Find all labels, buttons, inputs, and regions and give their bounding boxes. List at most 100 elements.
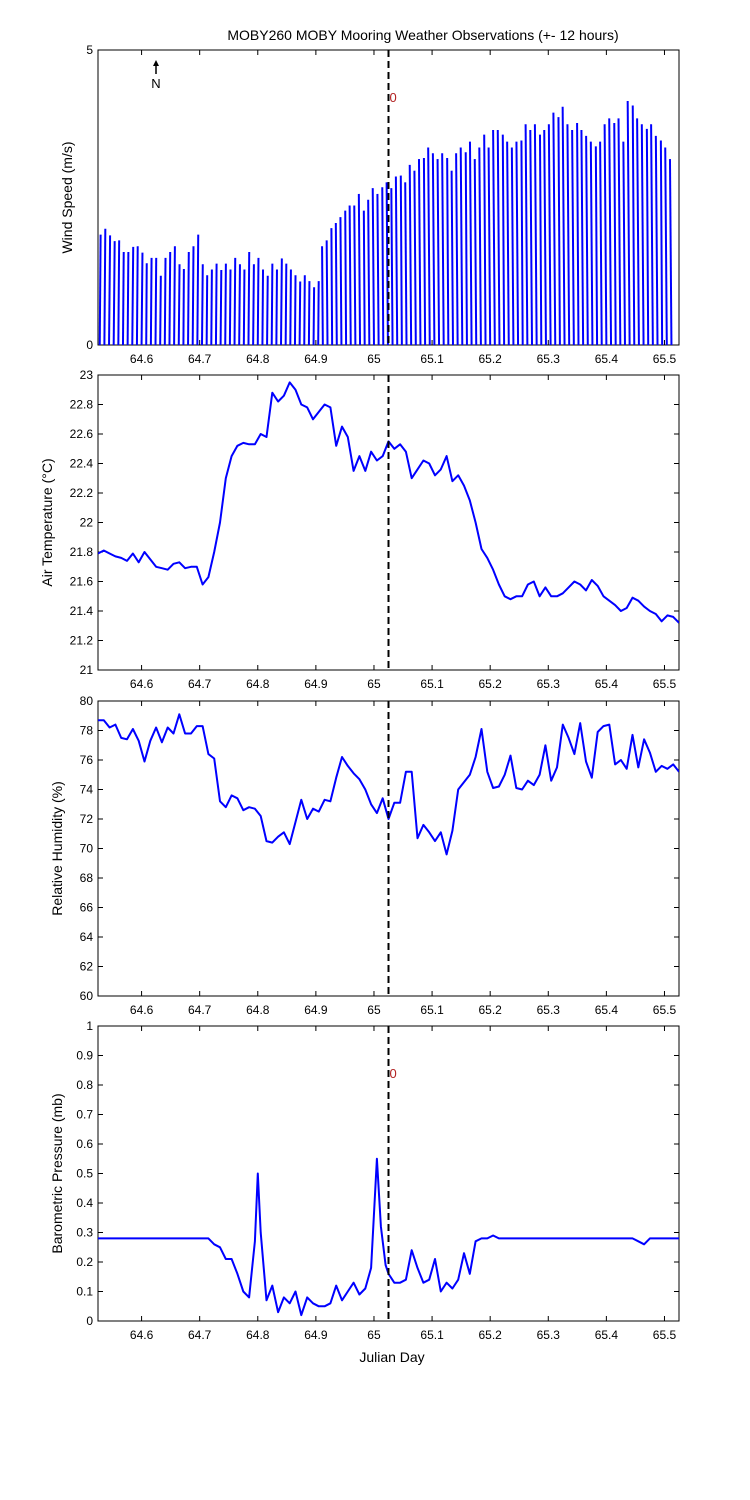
y-tick-label: 0.3 xyxy=(76,1226,93,1240)
wind-stick xyxy=(645,128,650,345)
wind-stick xyxy=(252,264,255,345)
x-axis-label: Julian Day xyxy=(359,1349,424,1365)
north-arrowhead-icon xyxy=(153,60,159,66)
y-axis-label-relative-humidity: Relative Humidity (%) xyxy=(49,781,65,916)
wind-stick xyxy=(293,275,297,345)
wind-stick xyxy=(561,106,566,345)
y-axis-label-air-temperature: Air Temperature (°C) xyxy=(39,458,55,586)
wind-stick xyxy=(431,153,436,345)
wind-stick xyxy=(408,164,413,345)
y-tick-label: 0.6 xyxy=(76,1137,93,1151)
y-tick-label: 0.9 xyxy=(76,1049,93,1063)
wind-stick xyxy=(631,105,636,345)
wind-stick xyxy=(566,124,571,345)
wind-stick xyxy=(339,217,343,345)
x-tick-label: 65.5 xyxy=(653,677,677,691)
wind-stick xyxy=(381,187,385,345)
y-tick-label: 60 xyxy=(80,989,94,1003)
wind-stick xyxy=(191,246,195,345)
x-tick-label: 65.3 xyxy=(537,1003,561,1017)
wind-stick xyxy=(394,176,399,345)
x-tick-label: 64.7 xyxy=(188,1328,212,1342)
x-tick-label: 65.5 xyxy=(653,1328,677,1342)
y-tick-label: 68 xyxy=(80,871,94,885)
wind-stick xyxy=(154,257,158,345)
wind-stick xyxy=(668,159,673,345)
x-tick-label: 65.5 xyxy=(653,1003,677,1017)
y-tick-label: 62 xyxy=(80,960,94,974)
panels: 64.6 64.7 64.8 64.9 65 65.1 65.2 65.3 65.4 65.5 0 5… xyxy=(39,43,680,1342)
wind-stick xyxy=(594,146,599,345)
x-tick-label: 64.9 xyxy=(304,677,328,691)
wind-stick xyxy=(399,175,403,345)
wind-stick xyxy=(219,269,223,345)
x-tick-label: 64.8 xyxy=(246,677,270,691)
y-tick-label: 70 xyxy=(80,842,94,856)
wind-stick xyxy=(238,264,241,345)
wind-stick xyxy=(390,188,394,345)
y-tick-label: 22.2 xyxy=(70,486,94,500)
y-tick-label: 5 xyxy=(86,43,93,57)
y-tick-label: 78 xyxy=(80,724,94,738)
wind-stick xyxy=(321,246,324,345)
y-tick-label: 0 xyxy=(86,338,93,352)
wind-stick xyxy=(580,130,585,345)
wind-stick xyxy=(196,234,200,345)
y-tick-label: 0.8 xyxy=(76,1078,93,1092)
x-tick-label: 65.1 xyxy=(420,1328,444,1342)
wind-stick xyxy=(543,130,547,345)
wind-stick xyxy=(98,234,102,345)
y-tick-label: 0.5 xyxy=(76,1167,93,1181)
x-tick-label: 65.3 xyxy=(537,1328,561,1342)
wind-stick xyxy=(487,147,492,345)
wind-stick xyxy=(533,124,538,345)
annotation-label: 0 xyxy=(390,1066,397,1081)
wind-stick xyxy=(376,193,380,345)
x-tick-label: 65.4 xyxy=(595,1003,619,1017)
wind-stick xyxy=(325,240,329,345)
wind-stick xyxy=(659,140,664,345)
x-tick-label: 65 xyxy=(367,1328,381,1342)
wind-stick xyxy=(256,257,260,345)
wind-stick xyxy=(446,158,450,345)
wind-stick xyxy=(284,263,288,345)
y-tick-label: 0.4 xyxy=(76,1196,93,1210)
wind-stick xyxy=(576,122,580,345)
wind-stick xyxy=(131,246,135,345)
wind-stick xyxy=(205,275,209,345)
wind-stick xyxy=(200,264,204,345)
wind-stick xyxy=(510,147,515,345)
wind-stick xyxy=(417,159,422,345)
y-tick-label: 1 xyxy=(86,1019,93,1033)
x-tick-label: 65.4 xyxy=(595,352,619,366)
wind-stick xyxy=(622,141,626,345)
wind-stick xyxy=(317,281,320,345)
wind-stick xyxy=(126,252,130,345)
wind-stick xyxy=(492,130,496,345)
x-tick-label: 64.9 xyxy=(304,1328,328,1342)
wind-stick xyxy=(330,228,334,345)
wind-stick xyxy=(608,118,613,345)
panel-wind-speed: 64.6 64.7 64.8 64.9 65 65.1 65.2 65.3 65.4 65.5 0 5… xyxy=(59,43,680,366)
x-tick-label: 65 xyxy=(367,1003,381,1017)
wind-stick xyxy=(617,118,622,345)
y-tick-label: 23 xyxy=(80,368,94,382)
x-tick-label: 65.3 xyxy=(537,352,561,366)
wind-stick xyxy=(149,257,153,345)
x-tick-label: 64.9 xyxy=(304,1003,328,1017)
wind-stick xyxy=(664,147,668,345)
wind-stick xyxy=(261,269,265,345)
wind-stick xyxy=(427,147,431,345)
wind-stick xyxy=(353,205,357,345)
wind-stick xyxy=(413,170,417,345)
y-axis-label-barometric-pressure: Barometric Pressure (mb) xyxy=(49,1093,65,1253)
wind-stick xyxy=(270,263,274,345)
wind-stick xyxy=(228,269,232,345)
data-layer xyxy=(98,713,679,856)
wind-stick xyxy=(557,117,561,345)
figure-title: MOBY260 MOBY Mooring Weather Observation… xyxy=(227,27,618,43)
wind-stick xyxy=(266,275,269,345)
wind-stick xyxy=(177,264,181,345)
wind-stick xyxy=(654,135,659,345)
